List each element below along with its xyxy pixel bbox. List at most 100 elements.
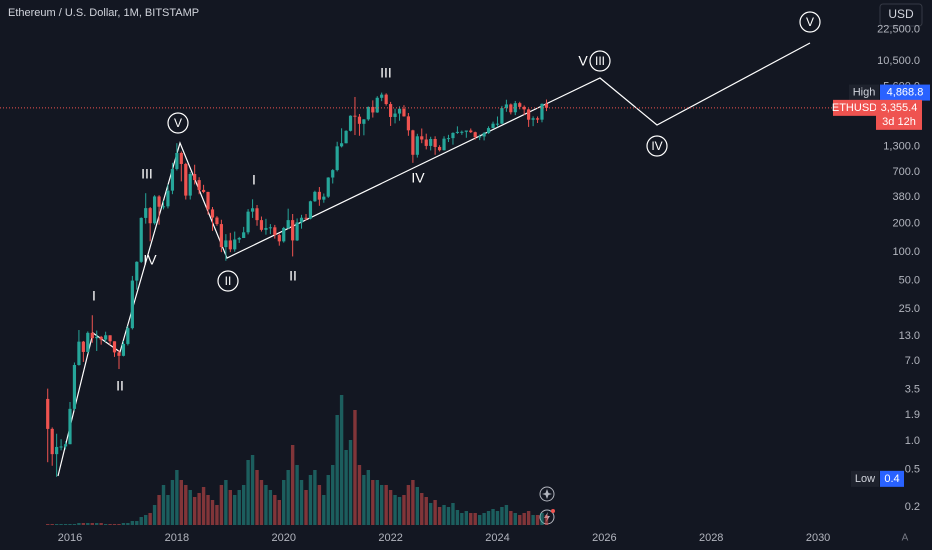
- candle-body: [406, 116, 410, 131]
- volume-bar: [428, 503, 433, 525]
- candle-body: [175, 152, 179, 170]
- wave-label: III: [380, 65, 392, 81]
- candle-body: [504, 104, 508, 109]
- candle-body: [148, 208, 152, 224]
- x-tick-label: 2018: [165, 532, 189, 544]
- candle-body: [246, 211, 250, 233]
- high-value-tag: [880, 84, 930, 101]
- volume-bar: [63, 524, 68, 525]
- volume-bar: [371, 480, 375, 525]
- low-value: 0.4: [884, 473, 899, 485]
- candle-body: [402, 108, 406, 117]
- auto-scale[interactable]: A: [902, 533, 909, 544]
- volume-bar: [95, 523, 99, 525]
- wave-circle: [217, 270, 239, 292]
- candle-body: [469, 130, 473, 133]
- volume-bar: [473, 513, 477, 525]
- wave-label: II: [225, 274, 232, 288]
- volume-bar: [108, 524, 112, 525]
- candle-body: [188, 174, 192, 196]
- candle-body: [99, 336, 103, 340]
- candle-body: [415, 136, 419, 155]
- volume-bar: [544, 515, 549, 525]
- volume-bar: [81, 523, 86, 525]
- y-tick-label: 100.0: [892, 246, 920, 258]
- volume-bar: [250, 455, 255, 525]
- wave-circle: [167, 112, 189, 134]
- candle-body: [277, 234, 281, 242]
- volume-bar: [433, 500, 437, 525]
- volume-bar: [233, 495, 237, 525]
- volume-bar: [535, 515, 540, 525]
- candle-body: [429, 138, 433, 146]
- symbol-label: ETHUSD: [832, 102, 877, 114]
- wave-label: IV: [651, 139, 662, 153]
- volume-bar: [59, 524, 63, 525]
- candle-body: [117, 352, 121, 356]
- volume-bar: [322, 495, 326, 525]
- candle-body: [340, 143, 344, 147]
- wave-label: V: [578, 53, 588, 69]
- volume-bar: [384, 485, 388, 525]
- candle-body: [219, 224, 223, 248]
- plot: [0, 92, 848, 525]
- icon-sparkle[interactable]: [539, 486, 555, 502]
- volume-bar: [175, 470, 179, 525]
- volume-bar: [379, 485, 384, 525]
- volume-bar: [446, 507, 451, 525]
- volume-bar: [500, 507, 504, 525]
- volume-bar: [264, 485, 268, 525]
- candle-body: [77, 341, 81, 365]
- volume-bar: [486, 511, 491, 525]
- volume-bar: [526, 511, 531, 525]
- volume-bar: [86, 523, 90, 525]
- candle-body: [184, 163, 188, 196]
- volume-bar: [237, 490, 241, 525]
- candle-body: [442, 138, 446, 151]
- volume-bar: [112, 524, 117, 525]
- candle-body: [50, 428, 54, 455]
- volume-bar: [513, 513, 517, 525]
- candle-body: [397, 108, 402, 114]
- volume-bar: [317, 485, 322, 525]
- volume-bar: [464, 511, 469, 525]
- wave-label: I: [252, 172, 256, 188]
- x-tick-label: 2024: [485, 532, 509, 544]
- currency-button[interactable]: [879, 3, 923, 27]
- candle-body: [495, 123, 500, 125]
- high-tag: [849, 84, 879, 101]
- candle-body: [491, 123, 495, 129]
- candle-body: [540, 103, 544, 120]
- candle-body: [104, 335, 108, 340]
- candle-body: [313, 191, 317, 202]
- currency-label[interactable]: USD: [888, 7, 914, 21]
- volume-bar: [206, 495, 210, 525]
- volume-bar: [344, 450, 348, 525]
- candle-body: [317, 191, 321, 200]
- high-label: High: [853, 86, 876, 98]
- candle-body: [206, 191, 210, 210]
- candle-body: [486, 128, 491, 134]
- candle-body: [81, 341, 85, 352]
- candle-body: [152, 196, 157, 224]
- volume-bar: [540, 513, 544, 525]
- candle-body: [366, 106, 370, 120]
- candle-body: [108, 335, 112, 342]
- candle-body: [344, 130, 348, 144]
- volume-bar: [188, 490, 192, 525]
- wave-label: IV: [411, 170, 425, 186]
- volume-bar: [331, 465, 335, 525]
- wave-label: III: [141, 166, 153, 182]
- volume-bar: [148, 513, 152, 525]
- x-tick-label: 2030: [806, 532, 830, 544]
- x-tick-label: 2016: [58, 532, 82, 544]
- candle-body: [90, 332, 94, 339]
- volume-bar: [90, 523, 94, 525]
- volume-bar: [326, 475, 330, 525]
- volume-bar: [282, 480, 286, 525]
- volume-bar: [255, 470, 259, 525]
- candle-body: [522, 106, 526, 110]
- wave-label: I: [92, 288, 96, 304]
- candle-body: [201, 189, 206, 192]
- volume-bar: [77, 523, 81, 525]
